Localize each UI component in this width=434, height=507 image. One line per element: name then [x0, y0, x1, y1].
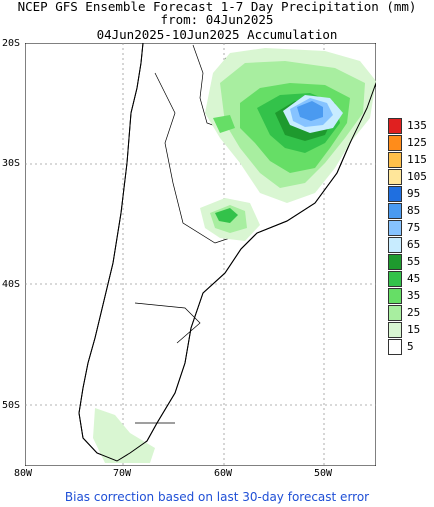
legend-swatch-5 [388, 339, 402, 355]
legend-label-15: 15 [407, 323, 421, 336]
legend-swatch-115 [388, 152, 402, 168]
map-title-line-2: from: 04Jun2025 [160, 12, 274, 27]
legend-label-45: 45 [407, 272, 421, 285]
map-title-line-3: 04Jun2025-10Jun2025 Accumulation [96, 27, 338, 42]
legend-swatch-105 [388, 169, 402, 185]
lat-label-20s: 20S [2, 38, 21, 49]
legend-label-135: 135 [407, 119, 427, 132]
lon-label-80w: 80W [14, 468, 33, 479]
precipitation-map [25, 43, 376, 466]
legend-label-85: 85 [407, 204, 421, 217]
legend-label-65: 65 [407, 238, 421, 251]
lat-label-30s: 30S [2, 158, 21, 169]
legend-label-105: 105 [407, 170, 427, 183]
lon-label-60w: 60W [214, 468, 233, 479]
legend-swatch-85 [388, 203, 402, 219]
map-title-line-1: NCEP GFS Ensemble Forecast 1-7 Day Preci… [17, 0, 417, 14]
lon-label-70w: 70W [113, 468, 132, 479]
legend-swatch-35 [388, 288, 402, 304]
legend-swatch-135 [388, 118, 402, 134]
lon-label-50w: 50W [314, 468, 333, 479]
legend-label-75: 75 [407, 221, 421, 234]
legend-label-125: 125 [407, 136, 427, 149]
legend-swatch-25 [388, 305, 402, 321]
legend-label-95: 95 [407, 187, 421, 200]
legend-label-5: 5 [407, 340, 414, 353]
legend-label-55: 55 [407, 255, 421, 268]
legend-swatch-75 [388, 220, 402, 236]
legend-swatch-95 [388, 186, 402, 202]
bias-correction-note: Bias correction based on last 30-day for… [64, 490, 370, 504]
legend-swatch-15 [388, 322, 402, 338]
legend-label-25: 25 [407, 306, 421, 319]
legend-swatch-45 [388, 271, 402, 287]
lat-label-50s: 50S [2, 400, 21, 411]
precip-85-95 [297, 101, 323, 121]
lat-label-40s: 40S [2, 279, 21, 290]
legend-label-35: 35 [407, 289, 421, 302]
legend-label-115: 115 [407, 153, 427, 166]
legend-swatch-65 [388, 237, 402, 253]
legend-swatch-125 [388, 135, 402, 151]
legend-swatch-55 [388, 254, 402, 270]
